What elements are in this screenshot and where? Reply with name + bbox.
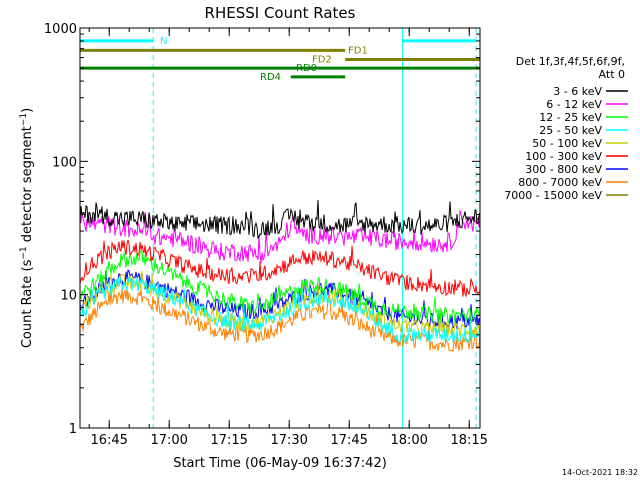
legend: Det 1f,3f,4f,5f,6f,9f, Att 0 3 - 6 keV6 …	[504, 55, 628, 202]
y-tick-label-2: 100	[52, 155, 77, 170]
legend-entry-label-4: 50 - 100 keV	[532, 137, 602, 150]
annotation-label-3: FD2	[312, 55, 332, 66]
y-tick-label-3: 1000	[44, 22, 77, 37]
legend-entry-label-3: 25 - 50 keV	[539, 124, 602, 137]
x-tick-label-4: 17:45	[330, 433, 367, 448]
x-tick-label-0: 16:45	[90, 433, 127, 448]
series-line-0	[79, 199, 481, 240]
chart-title: RHESSI Count Rates	[205, 4, 356, 22]
series-line-5	[79, 239, 481, 298]
x-tick-label-1: 17:00	[150, 433, 187, 448]
legend-entry-label-1: 6 - 12 keV	[546, 98, 602, 111]
series-line-1	[79, 210, 481, 264]
plot-frame	[79, 27, 481, 429]
y-axis-label: Count Rate (s−1 detector segment−1)	[19, 108, 35, 348]
annotation-label-0: N	[160, 36, 167, 47]
series-line-2	[79, 249, 481, 324]
legend-title-line-2: Att 0	[599, 68, 625, 81]
legend-title-line-1: Det 1f,3f,4f,5f,6f,9f,	[516, 55, 625, 68]
legend-entry-label-7: 800 - 7000 keV	[518, 176, 602, 189]
legend-entry-label-0: 3 - 6 keV	[553, 85, 602, 98]
legend-entry-label-8: 7000 - 15000 keV	[504, 189, 602, 202]
y-tick-label-1: 10	[60, 289, 77, 304]
legend-entry-label-6: 300 - 800 keV	[525, 163, 602, 176]
legend-entry-label-5: 100 - 300 keV	[525, 150, 602, 163]
series-line-3	[79, 276, 481, 344]
x-tick-label-2: 17:15	[210, 433, 247, 448]
annotation-label-4: RD0	[296, 63, 317, 74]
y-tick-label-0: 1	[69, 422, 77, 437]
legend-entry-label-2: 12 - 25 keV	[539, 111, 602, 124]
annotation-label-2: FD1	[348, 45, 368, 56]
footer-timestamp: 14-Oct-2021 18:32	[562, 468, 638, 477]
x-axis-label: Start Time (06-May-09 16:37:42)	[173, 456, 387, 471]
annotation-label-5: RD4	[260, 72, 281, 83]
x-tick-label-3: 17:30	[270, 433, 307, 448]
x-tick-label-5: 18:00	[390, 433, 427, 448]
x-tick-label-6: 18:15	[450, 433, 487, 448]
